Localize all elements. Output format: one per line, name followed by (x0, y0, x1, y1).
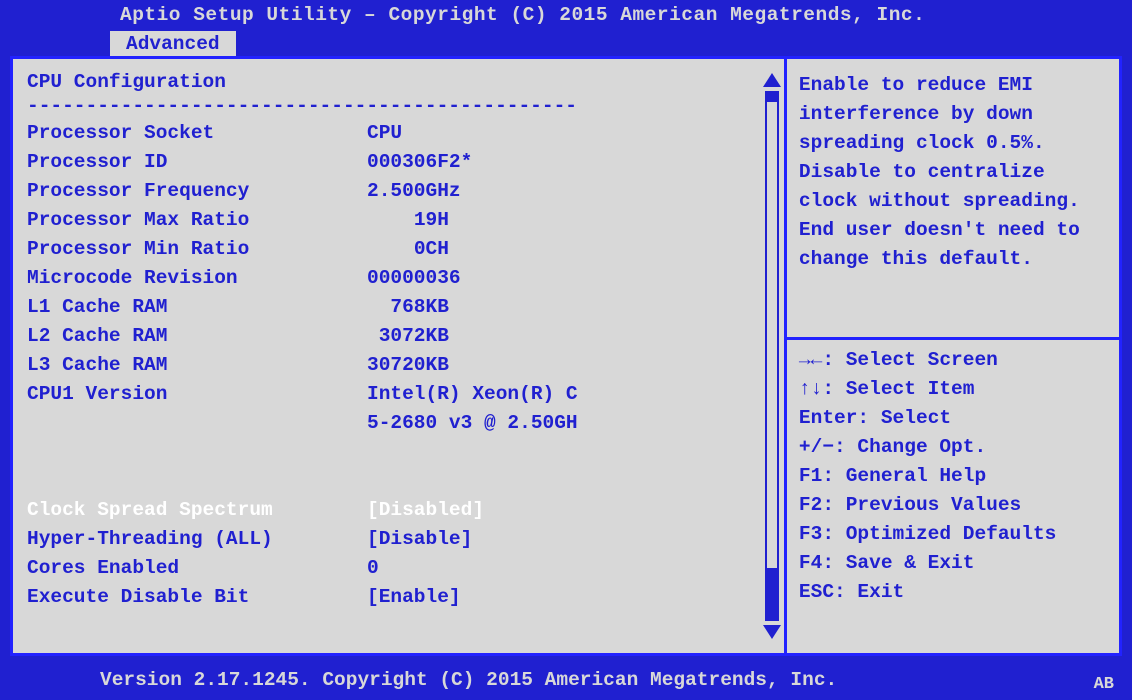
info-value: Intel(R) Xeon(R) C (367, 380, 754, 409)
title-text: Aptio Setup Utility – Copyright (C) 2015… (0, 4, 1132, 26)
option-label: Execute Disable Bit (27, 583, 367, 612)
option-value[interactable]: 0 (367, 554, 754, 583)
info-rows: Processor SocketCPUProcessor ID000306F2*… (27, 119, 754, 438)
option-row[interactable]: Clock Spread Spectrum[Disabled] (27, 496, 754, 525)
info-label (27, 409, 367, 438)
info-value: 000306F2* (367, 148, 754, 177)
keyhelp-line: ↑↓: Select Item (799, 375, 1109, 404)
left-content: CPU Configuration ----------------------… (27, 71, 760, 641)
info-row: Processor SocketCPU (27, 119, 754, 148)
body-wrap: CPU Configuration ----------------------… (0, 56, 1132, 660)
footer-bar: Version 2.17.1245. Copyright (C) 2015 Am… (0, 660, 1132, 700)
keyhelp-line: F3: Optimized Defaults (799, 520, 1109, 549)
info-value: CPU (367, 119, 754, 148)
info-row: Processor Min Ratio0CH (27, 235, 754, 264)
keyhelp-line: ESC: Exit (799, 578, 1109, 607)
option-label: Clock Spread Spectrum (27, 496, 367, 525)
left-pane: CPU Configuration ----------------------… (13, 59, 784, 653)
scroll-track[interactable] (765, 91, 779, 621)
footer-corner-text: AB (1094, 675, 1114, 694)
info-row: L2 Cache RAM3072KB (27, 322, 754, 351)
info-value: 19H (367, 206, 754, 235)
option-row[interactable]: Execute Disable Bit[Enable] (27, 583, 754, 612)
info-label: Processor Frequency (27, 177, 367, 206)
info-value: 5-2680 v3 @ 2.50GH (367, 409, 754, 438)
info-label: L3 Cache RAM (27, 351, 367, 380)
keyhelp-line: +/−: Change Opt. (799, 433, 1109, 462)
keyhelp-line: →←: Select Screen (799, 346, 1109, 375)
right-pane: Enable to reduce EMI interference by dow… (784, 59, 1119, 653)
info-value: 30720KB (367, 351, 754, 380)
info-value: 0CH (367, 235, 754, 264)
info-value: 00000036 (367, 264, 754, 293)
key-help: →←: Select Screen↑↓: Select ItemEnter: S… (799, 346, 1109, 607)
info-value: 768KB (367, 293, 754, 322)
info-row: Processor ID000306F2* (27, 148, 754, 177)
option-label: Hyper-Threading (ALL) (27, 525, 367, 554)
keyhelp-line: F2: Previous Values (799, 491, 1109, 520)
panel: CPU Configuration ----------------------… (10, 56, 1122, 656)
info-label: CPU1 Version (27, 380, 367, 409)
info-value: 2.500GHz (367, 177, 754, 206)
info-label: L1 Cache RAM (27, 293, 367, 322)
bios-screen: Aptio Setup Utility – Copyright (C) 2015… (0, 0, 1132, 700)
tab-advanced[interactable]: Advanced (110, 31, 236, 56)
scroll-down-icon[interactable] (763, 625, 781, 639)
info-label: Processor ID (27, 148, 367, 177)
info-label: Processor Socket (27, 119, 367, 148)
section-separator: ----------------------------------------… (27, 95, 754, 117)
option-value[interactable]: [Enable] (367, 583, 754, 612)
info-row: 5-2680 v3 @ 2.50GH (27, 409, 754, 438)
info-row: L3 Cache RAM30720KB (27, 351, 754, 380)
scroll-up-icon[interactable] (763, 73, 781, 87)
info-row: Processor Frequency2.500GHz (27, 177, 754, 206)
keyhelp-line: F4: Save & Exit (799, 549, 1109, 578)
info-label: Processor Min Ratio (27, 235, 367, 264)
right-pane-divider (787, 337, 1119, 340)
title-bar: Aptio Setup Utility – Copyright (C) 2015… (0, 0, 1132, 56)
option-value[interactable]: [Disable] (367, 525, 754, 554)
blank-row (27, 438, 754, 467)
help-text: Enable to reduce EMI interference by dow… (799, 71, 1109, 331)
scrollbar[interactable] (760, 71, 784, 641)
info-row: CPU1 VersionIntel(R) Xeon(R) C (27, 380, 754, 409)
info-row: L1 Cache RAM768KB (27, 293, 754, 322)
option-value[interactable]: [Disabled] (367, 496, 754, 525)
keyhelp-line: Enter: Select (799, 404, 1109, 433)
info-row: Processor Max Ratio19H (27, 206, 754, 235)
info-row: Microcode Revision00000036 (27, 264, 754, 293)
option-row[interactable]: Cores Enabled0 (27, 554, 754, 583)
info-label: L2 Cache RAM (27, 322, 367, 351)
info-label: Microcode Revision (27, 264, 367, 293)
tab-strip: Advanced (110, 31, 236, 56)
scroll-thumb[interactable] (767, 102, 777, 568)
info-value: 3072KB (367, 322, 754, 351)
option-row[interactable]: Hyper-Threading (ALL)[Disable] (27, 525, 754, 554)
section-title: CPU Configuration (27, 71, 754, 93)
keyhelp-line: F1: General Help (799, 462, 1109, 491)
option-label: Cores Enabled (27, 554, 367, 583)
footer-text: Version 2.17.1245. Copyright (C) 2015 Am… (100, 669, 837, 691)
info-label: Processor Max Ratio (27, 206, 367, 235)
blank-row (27, 467, 754, 496)
option-rows: Clock Spread Spectrum[Disabled]Hyper-Thr… (27, 496, 754, 612)
